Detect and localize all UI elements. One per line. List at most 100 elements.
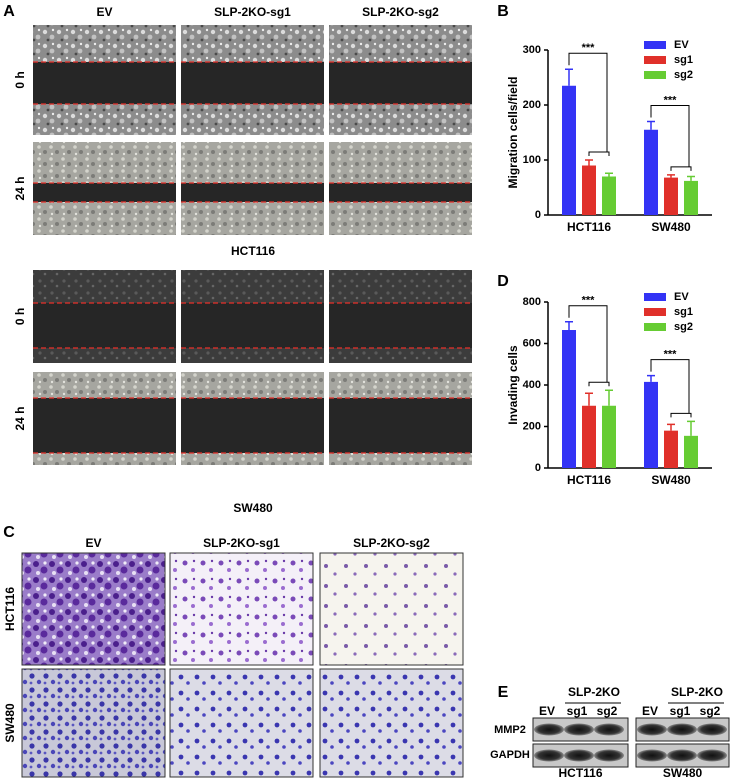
cell-line-label: SW480	[233, 501, 273, 515]
y-tick-label: 300	[523, 44, 541, 56]
blot-band	[637, 723, 667, 736]
legend-swatch	[644, 71, 666, 79]
y-tick-label: 200	[523, 99, 541, 111]
blot-band	[594, 723, 624, 736]
significance-label: ***	[664, 94, 678, 106]
y-tick-label: 0	[535, 209, 541, 221]
group-label: SLP-2KO	[568, 685, 620, 699]
lane-label: sg1	[670, 704, 691, 718]
significance-bracket	[650, 105, 692, 171]
blot-band	[534, 749, 564, 762]
significance-label: ***	[664, 349, 678, 361]
row-label: 0 h	[13, 308, 27, 325]
micrograph	[21, 668, 166, 778]
y-tick-label: 200	[523, 420, 541, 432]
group-label: SLP-2KO	[671, 685, 723, 699]
y-tick-label: 600	[523, 337, 541, 349]
error-bar	[565, 68, 573, 86]
cell-line-label: HCT116	[558, 766, 602, 780]
significance-bracket	[650, 359, 692, 418]
error-bar	[585, 392, 593, 406]
blot-band	[697, 723, 727, 736]
y-axis-label: Invading cells	[506, 345, 520, 425]
scratch-gap	[33, 62, 176, 104]
row-label: 24 h	[13, 176, 27, 200]
bar	[602, 176, 616, 215]
significance-bracket	[568, 52, 610, 156]
legend-swatch	[644, 41, 666, 49]
scratch-gap	[181, 183, 324, 202]
error-bar	[667, 174, 675, 178]
legend-swatch	[644, 323, 666, 331]
micrograph	[21, 552, 166, 666]
legend-label: EV	[674, 39, 689, 51]
legend-swatch	[644, 293, 666, 301]
legend-label: sg1	[674, 306, 693, 318]
cell-line-label: HCT116	[231, 244, 275, 258]
row-label: 24 h	[13, 406, 27, 430]
bar	[664, 430, 678, 468]
error-bar	[667, 423, 675, 431]
significance-bracket	[568, 305, 610, 387]
column-header: SLP-2KO-sg1	[214, 5, 291, 19]
blot-band	[697, 749, 727, 762]
scratch-gap	[181, 62, 324, 104]
error-bar	[687, 420, 695, 436]
x-tick-label: SW480	[651, 220, 691, 234]
y-tick-label: 400	[523, 379, 541, 391]
bar	[582, 405, 596, 468]
blot-band	[637, 749, 667, 762]
micrograph	[319, 668, 464, 778]
bar	[562, 85, 576, 215]
legend-label: sg1	[674, 54, 693, 66]
error-bar	[647, 120, 655, 130]
error-bar	[687, 175, 695, 181]
significance-label: ***	[582, 42, 596, 54]
y-tick-label: 800	[523, 296, 541, 308]
row-label: 0 h	[13, 71, 27, 88]
lane-label: EV	[539, 704, 555, 718]
panel-label: C	[3, 524, 15, 541]
panel-label: B	[497, 3, 509, 20]
column-header: EV	[85, 536, 101, 550]
bar	[582, 165, 596, 215]
scratch-gap	[181, 303, 324, 348]
micrograph	[169, 552, 314, 666]
blot-band	[564, 723, 594, 736]
error-bar	[605, 389, 613, 406]
protein-label: MMP2	[494, 724, 526, 736]
error-bar	[647, 374, 655, 382]
panel-label: E	[498, 684, 509, 701]
significance-label: ***	[582, 295, 596, 307]
legend-swatch	[644, 308, 666, 316]
legend-label: sg2	[674, 321, 693, 333]
legend-label: sg2	[674, 69, 693, 81]
error-bar	[605, 172, 613, 177]
y-axis-label: Migration cells/field	[506, 76, 520, 188]
micrograph	[319, 552, 464, 666]
scratch-gap	[329, 398, 472, 453]
cell-line-label: SW480	[663, 766, 703, 780]
blot-band	[594, 749, 624, 762]
bar	[644, 381, 658, 468]
protein-label: GAPDH	[490, 749, 530, 761]
bar	[602, 405, 616, 468]
bar	[684, 435, 698, 468]
lane-label: sg2	[597, 704, 618, 718]
bar	[644, 129, 658, 215]
scratch-gap	[329, 183, 472, 202]
y-tick-label: 100	[523, 154, 541, 166]
blot-band	[667, 749, 697, 762]
scratch-gap	[33, 183, 176, 202]
panel-label: A	[3, 3, 15, 20]
legend-label: EV	[674, 291, 689, 303]
scratch-gap	[33, 398, 176, 453]
scratch-gap	[329, 62, 472, 104]
row-label: HCT116	[3, 587, 17, 631]
lane-label: sg1	[567, 704, 588, 718]
scratch-gap	[181, 398, 324, 453]
scratch-gap	[329, 303, 472, 348]
lane-label: EV	[642, 704, 658, 718]
panel-label: D	[497, 273, 509, 290]
